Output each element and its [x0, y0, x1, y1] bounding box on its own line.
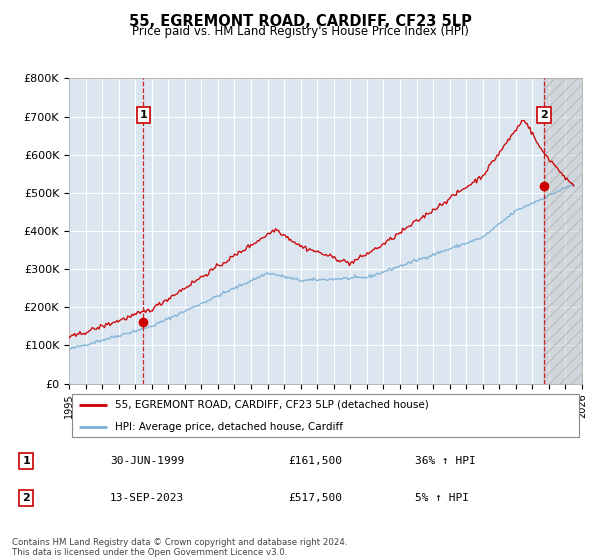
Text: 1: 1 — [140, 110, 148, 120]
Text: 2: 2 — [23, 493, 30, 503]
Text: £161,500: £161,500 — [289, 456, 343, 466]
Text: HPI: Average price, detached house, Cardiff: HPI: Average price, detached house, Card… — [115, 422, 343, 432]
Text: 55, EGREMONT ROAD, CARDIFF, CF23 5LP: 55, EGREMONT ROAD, CARDIFF, CF23 5LP — [128, 14, 472, 29]
FancyBboxPatch shape — [71, 394, 580, 437]
Text: 2: 2 — [540, 110, 548, 120]
Text: 13-SEP-2023: 13-SEP-2023 — [110, 493, 184, 503]
Text: 5% ↑ HPI: 5% ↑ HPI — [415, 493, 469, 503]
Text: 1: 1 — [23, 456, 30, 466]
Text: Price paid vs. HM Land Registry's House Price Index (HPI): Price paid vs. HM Land Registry's House … — [131, 25, 469, 38]
Text: Contains HM Land Registry data © Crown copyright and database right 2024.
This d: Contains HM Land Registry data © Crown c… — [12, 538, 347, 557]
Text: 36% ↑ HPI: 36% ↑ HPI — [415, 456, 476, 466]
Text: 30-JUN-1999: 30-JUN-1999 — [110, 456, 184, 466]
Text: £517,500: £517,500 — [289, 493, 343, 503]
Text: 55, EGREMONT ROAD, CARDIFF, CF23 5LP (detached house): 55, EGREMONT ROAD, CARDIFF, CF23 5LP (de… — [115, 400, 429, 410]
Bar — [544, 78, 599, 384]
